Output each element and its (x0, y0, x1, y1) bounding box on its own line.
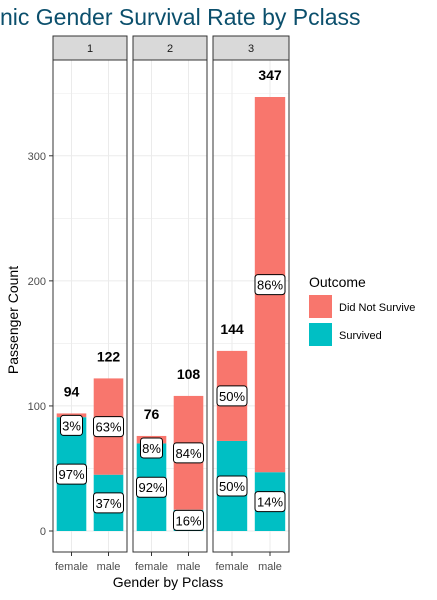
x-tick-label: female (135, 561, 168, 573)
facet-strip (132, 35, 208, 61)
y-tick-label: 100 (28, 401, 46, 413)
total-label: 94 (64, 383, 80, 399)
facet-strip (212, 35, 290, 61)
x-tick-label: male (258, 561, 282, 573)
percent-label: 50% (219, 479, 245, 494)
legend-title: Outcome (309, 274, 366, 290)
total-label: 122 (97, 348, 121, 364)
legend-label: Did Not Survive (339, 302, 415, 314)
total-label: 347 (258, 67, 282, 83)
percent-label-box (93, 416, 124, 438)
x-tick-label: male (177, 561, 201, 573)
legend-swatch (309, 295, 332, 318)
percent-label: 92% (138, 480, 164, 495)
percent-label-box (173, 509, 204, 531)
y-tick-label: 300 (28, 151, 46, 163)
total-label: 144 (220, 321, 244, 337)
percent-label-box (173, 442, 204, 464)
x-tick-label: female (55, 561, 88, 573)
facet-label: 1 (87, 43, 93, 55)
percent-label-box (93, 492, 124, 514)
panel-border (52, 59, 128, 553)
percent-label-box (254, 274, 286, 296)
percent-label-box (60, 414, 83, 436)
percent-label: 14% (257, 495, 283, 510)
facet-label: 2 (167, 43, 173, 55)
percent-label-box (136, 476, 167, 498)
panel-border (132, 59, 208, 553)
facet-label: 3 (248, 43, 254, 55)
percent-label: 8% (142, 441, 161, 456)
percent-label: 97% (58, 467, 84, 482)
y-axis-title: Passenger Count (5, 266, 21, 374)
x-tick-label: male (97, 561, 121, 573)
total-label: 108 (177, 366, 201, 382)
x-axis-title: Gender by Pclass (113, 574, 224, 590)
percent-label: 37% (95, 496, 121, 511)
percent-label-box (216, 385, 248, 407)
legend-label: Survived (339, 330, 382, 342)
percent-label: 84% (175, 446, 201, 461)
legend-swatch (309, 323, 332, 346)
percent-label-box (140, 437, 163, 459)
percent-label-box (216, 475, 248, 497)
chart-title: nic Gender Survival Rate by Pclass (0, 4, 361, 30)
percent-label: 63% (95, 420, 121, 435)
y-tick-label: 200 (28, 276, 46, 288)
percent-label: 50% (219, 389, 245, 404)
x-tick-label: female (215, 561, 248, 573)
percent-label-box (56, 463, 87, 485)
percent-label-box (254, 491, 286, 513)
percent-label: 86% (257, 278, 283, 293)
percent-label: 3% (62, 418, 81, 433)
total-label: 76 (144, 406, 160, 422)
y-tick-label: 0 (40, 526, 46, 538)
percent-label: 16% (175, 513, 201, 528)
panel-border (212, 59, 290, 553)
